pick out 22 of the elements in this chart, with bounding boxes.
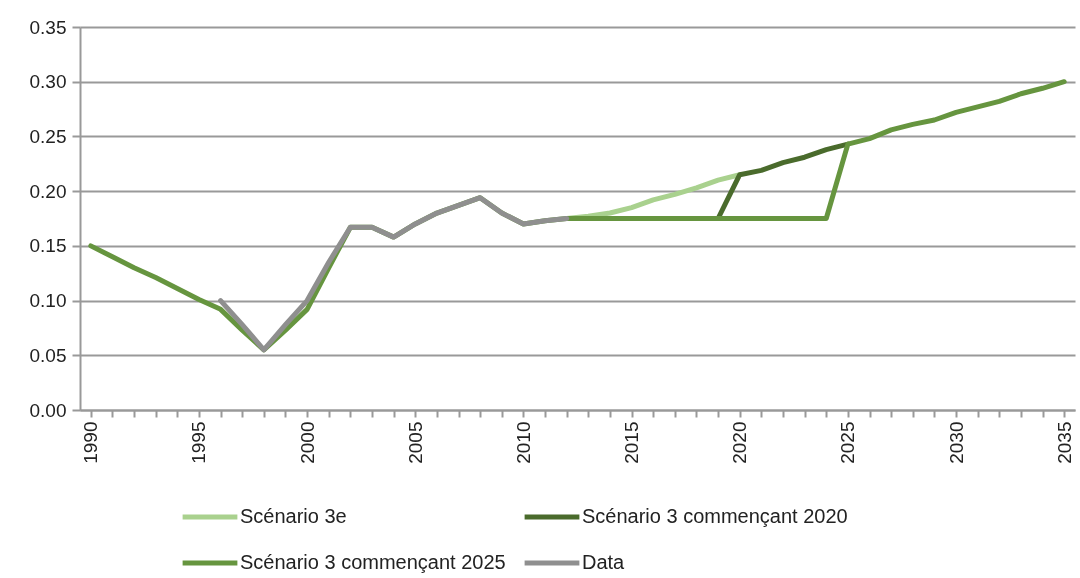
x-tick-label: 1995 — [188, 421, 210, 464]
x-tick-label: 2025 — [837, 421, 859, 464]
y-tick-label: 0.25 — [29, 125, 67, 147]
x-tick-label: 2015 — [621, 421, 643, 464]
legend-label: Scénario 3 commençant 2025 — [240, 551, 506, 573]
x-tick-label: 2000 — [296, 421, 318, 464]
legend-label: Scénario 3 commençant 2020 — [582, 505, 848, 527]
y-tick-label: 0.35 — [29, 16, 67, 38]
y-tick-label: 0.15 — [29, 235, 67, 257]
y-tick-label: 0.05 — [29, 344, 67, 366]
y-tick-label: 0.30 — [29, 71, 67, 93]
x-tick-label: 1990 — [80, 421, 102, 464]
x-tick-label: 2005 — [404, 421, 426, 464]
x-tick-label: 2030 — [945, 421, 967, 464]
y-tick-label: 0.00 — [29, 399, 67, 421]
x-tick-label: 2010 — [512, 421, 534, 464]
y-tick-label: 0.10 — [29, 290, 67, 312]
legend-label: Data — [582, 551, 626, 573]
legend-label: Scénario 3e — [240, 505, 347, 527]
y-tick-label: 0.20 — [29, 180, 67, 202]
x-tick-label: 2035 — [1053, 421, 1075, 464]
x-tick-label: 2020 — [729, 421, 751, 464]
